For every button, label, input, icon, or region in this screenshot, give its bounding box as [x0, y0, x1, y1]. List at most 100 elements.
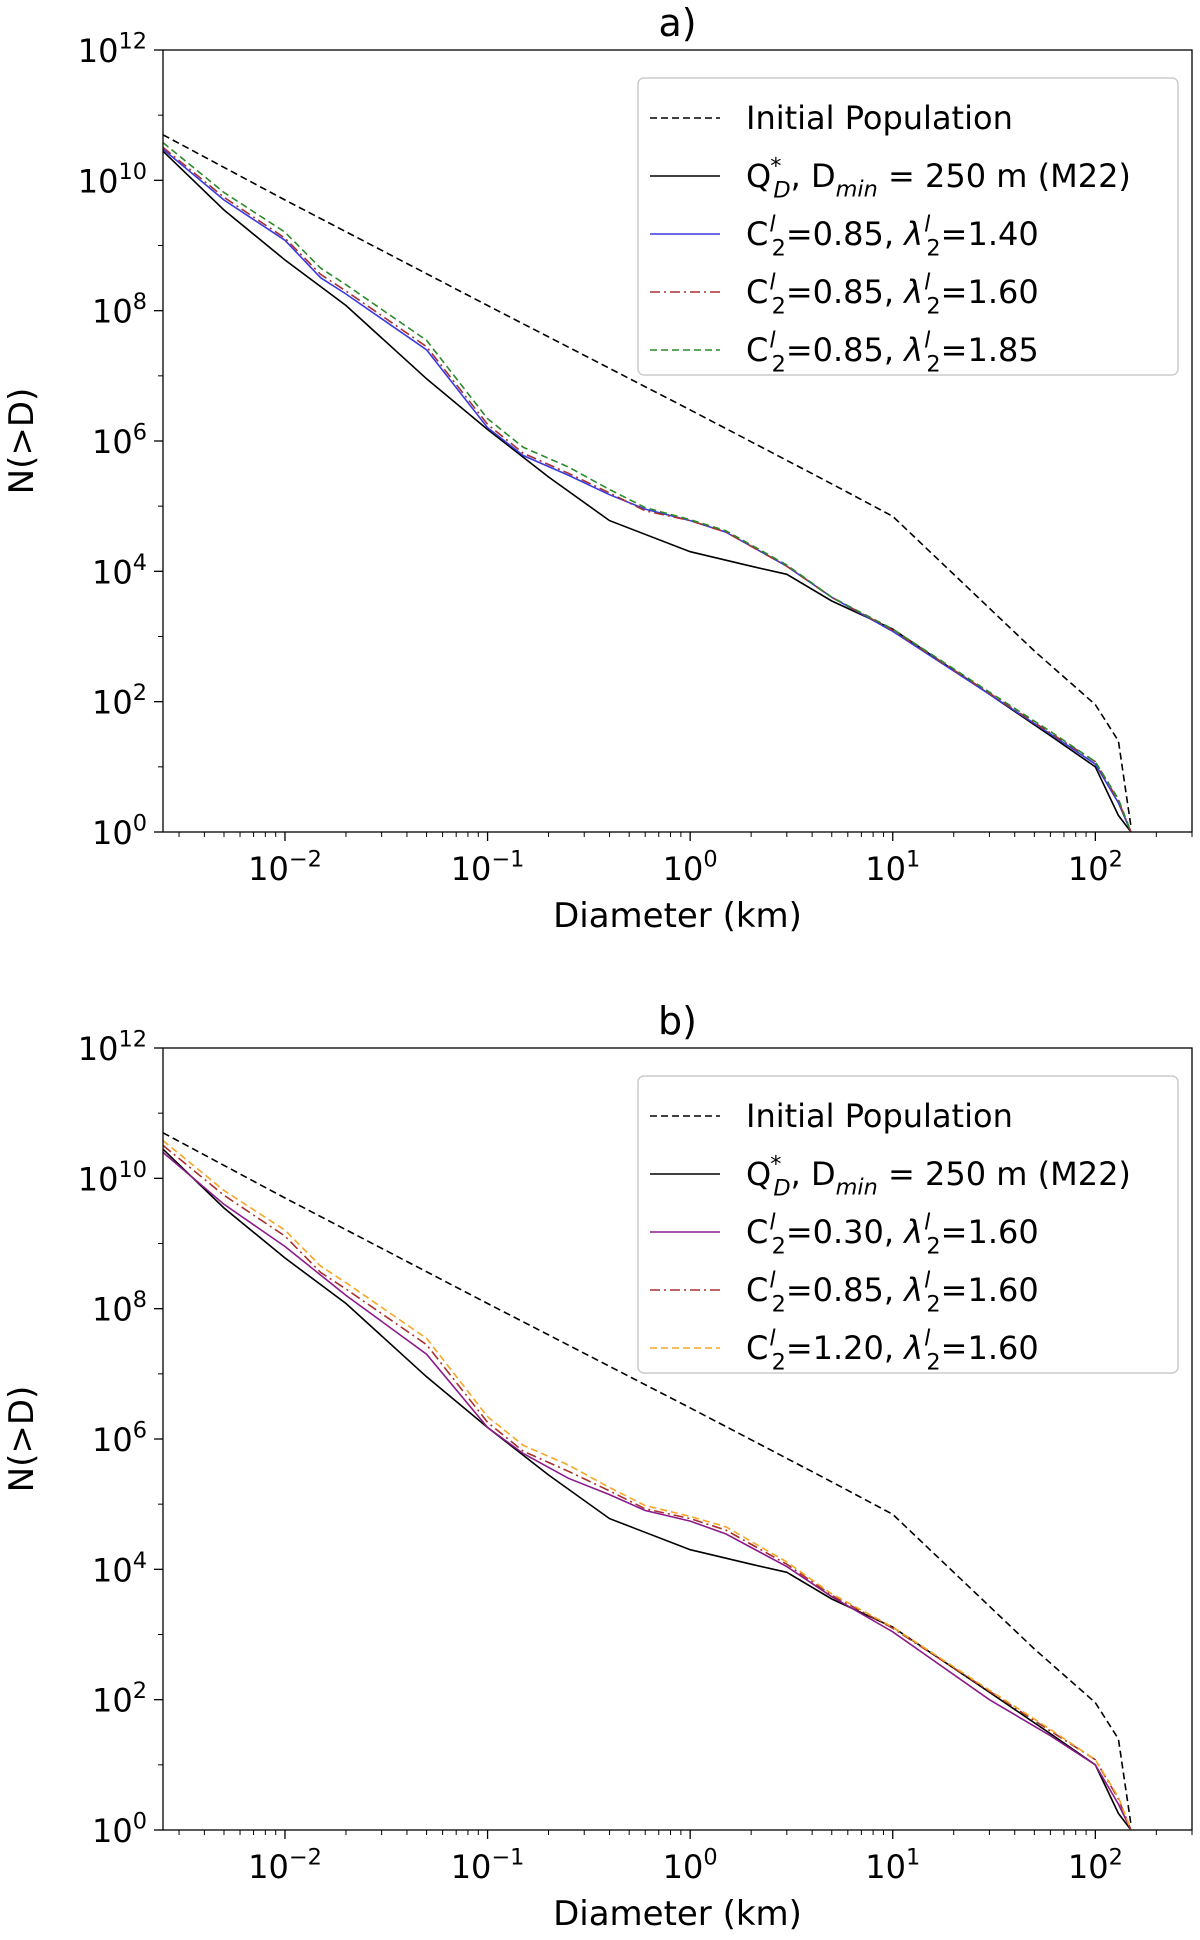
- y-tick-label-exponent: 12: [119, 1027, 148, 1053]
- x-tick-label-exponent: −2: [289, 1845, 322, 1871]
- series-line-1: [163, 1148, 1132, 1830]
- y-tick-label-base: 10: [78, 1160, 119, 1198]
- y-tick-label-base: 10: [92, 1812, 133, 1850]
- y-tick-label-exponent: 4: [133, 1548, 147, 1574]
- x-tick-label: 102: [1068, 847, 1123, 888]
- y-tick-label-base: 10: [78, 32, 119, 70]
- x-tick-label-exponent: −1: [491, 847, 524, 873]
- x-tick-label-base: 10: [248, 1848, 289, 1886]
- x-tick-label-exponent: 2: [1109, 1845, 1123, 1871]
- legend-box: [637, 1075, 1179, 1374]
- y-tick-label: 102: [92, 680, 147, 721]
- y-tick-label: 106: [92, 420, 147, 461]
- x-axis-label: Diameter (km): [553, 1894, 802, 1934]
- y-tick-label-base: 10: [92, 814, 133, 852]
- y-tick-label-exponent: 8: [133, 289, 147, 315]
- chart-panel-a: a)10−2 10−1 100 101 102100102104106108101010…: [2, 1, 1193, 936]
- y-tick-label: 102: [92, 1678, 147, 1719]
- y-tick-label: 100: [92, 1809, 147, 1850]
- y-tick-label-base: 10: [78, 162, 119, 200]
- x-tick-label-exponent: −2: [289, 847, 322, 873]
- x-tick-label: 10−2: [248, 1845, 322, 1886]
- legend-label-2: Cl 2=0.85, λl 2=1.40: [746, 212, 1039, 262]
- y-tick-label-base: 10: [92, 1682, 133, 1720]
- legend-label-0: Initial Population: [746, 1097, 1013, 1135]
- y-tick-label-base: 10: [92, 423, 133, 461]
- x-tick-label: 102: [1068, 1845, 1123, 1886]
- x-tick-label-base: 10: [865, 850, 906, 888]
- x-tick-label: 10−2: [248, 847, 322, 888]
- x-tick-label-exponent: 1: [906, 1845, 920, 1871]
- legend-label-2: Cl 2=0.30, λl 2=1.60: [746, 1210, 1039, 1260]
- legend-box: [637, 77, 1179, 376]
- y-tick-label: 104: [92, 1548, 147, 1589]
- y-axis-label: N(>D): [2, 1386, 42, 1493]
- x-tick-label-exponent: 0: [703, 1845, 717, 1871]
- y-tick-label: 108: [92, 1287, 147, 1328]
- x-tick-label-exponent: 0: [703, 847, 717, 873]
- y-tick-label: 1010: [78, 159, 147, 200]
- y-tick-label: 108: [92, 289, 147, 330]
- chart-title: a): [658, 1, 696, 45]
- x-tick-label-base: 10: [865, 1848, 906, 1886]
- series-line-2: [163, 148, 1132, 832]
- x-tick-label: 100: [663, 1845, 718, 1886]
- y-tick-label-exponent: 2: [133, 680, 147, 706]
- x-tick-label: 101: [865, 847, 920, 888]
- y-tick-label-exponent: 8: [133, 1287, 147, 1313]
- legend-label-1: Q* D, Dmin = 250 m (M22): [746, 1152, 1131, 1202]
- x-tick-label-exponent: 2: [1109, 847, 1123, 873]
- legend-label-3: Cl 2=0.85, λl 2=1.60: [746, 270, 1039, 320]
- y-tick-label-exponent: 10: [119, 1157, 148, 1183]
- x-tick-label: 10−1: [451, 1845, 525, 1886]
- y-tick-label-exponent: 12: [119, 29, 148, 55]
- y-tick-label: 106: [92, 1418, 147, 1459]
- legend: Initial Population Q* D, Dmin = 250 m (M22…: [637, 1075, 1179, 1376]
- y-tick-label-exponent: 10: [119, 159, 148, 185]
- y-tick-label-exponent: 0: [133, 1809, 147, 1835]
- y-tick-label-base: 10: [92, 293, 133, 331]
- y-tick-label-exponent: 4: [133, 550, 147, 576]
- x-tick-label-base: 10: [663, 850, 704, 888]
- legend-label-4: Cl 2=1.20, λl 2=1.60: [746, 1326, 1039, 1376]
- x-tick-label-base: 10: [451, 850, 492, 888]
- chart-panel-b: b)10−2 10−1 100 101 102100102104106108101010…: [2, 999, 1193, 1934]
- chart-title: b): [658, 999, 697, 1043]
- legend-label-4: Cl 2=0.85, λl 2=1.85: [746, 328, 1039, 378]
- y-tick-label: 104: [92, 550, 147, 591]
- legend-label-3: Cl 2=0.85, λl 2=1.60: [746, 1268, 1039, 1318]
- y-tick-label-exponent: 2: [133, 1678, 147, 1704]
- y-tick-label: 1012: [78, 1027, 147, 1068]
- y-tick-label: 100: [92, 811, 147, 852]
- y-tick-label-base: 10: [92, 1421, 133, 1459]
- legend-label-0: Initial Population: [746, 99, 1013, 137]
- x-tick-label-base: 10: [1068, 1848, 1109, 1886]
- series-line-1: [163, 150, 1132, 832]
- y-tick-label-base: 10: [92, 1551, 133, 1589]
- y-tick-label-base: 10: [92, 553, 133, 591]
- y-tick-label: 1010: [78, 1157, 147, 1198]
- x-tick-label: 10−1: [451, 847, 525, 888]
- series-line-4: [163, 1139, 1132, 1830]
- y-tick-label-exponent: 0: [133, 811, 147, 837]
- y-axis-label: N(>D): [2, 388, 42, 495]
- legend-label-1: Q* D, Dmin = 250 m (M22): [746, 154, 1131, 204]
- series-line-2: [163, 1151, 1132, 1830]
- y-tick-label-base: 10: [92, 1291, 133, 1329]
- x-tick-label-exponent: 1: [906, 847, 920, 873]
- y-tick-label: 1012: [78, 29, 147, 70]
- x-tick-label-base: 10: [451, 1848, 492, 1886]
- y-tick-label-base: 10: [78, 1030, 119, 1068]
- x-tick-label: 100: [663, 847, 718, 888]
- x-tick-label: 101: [865, 1845, 920, 1886]
- x-tick-label-base: 10: [248, 850, 289, 888]
- y-tick-label-base: 10: [92, 684, 133, 722]
- legend: Initial Population Q* D, Dmin = 250 m (M22…: [637, 77, 1179, 378]
- x-tick-label-base: 10: [663, 1848, 704, 1886]
- x-tick-label-exponent: −1: [491, 1845, 524, 1871]
- series-line-4: [163, 141, 1132, 832]
- x-axis-label: Diameter (km): [553, 896, 802, 936]
- y-tick-label-exponent: 6: [133, 420, 147, 446]
- y-tick-label-exponent: 6: [133, 1418, 147, 1444]
